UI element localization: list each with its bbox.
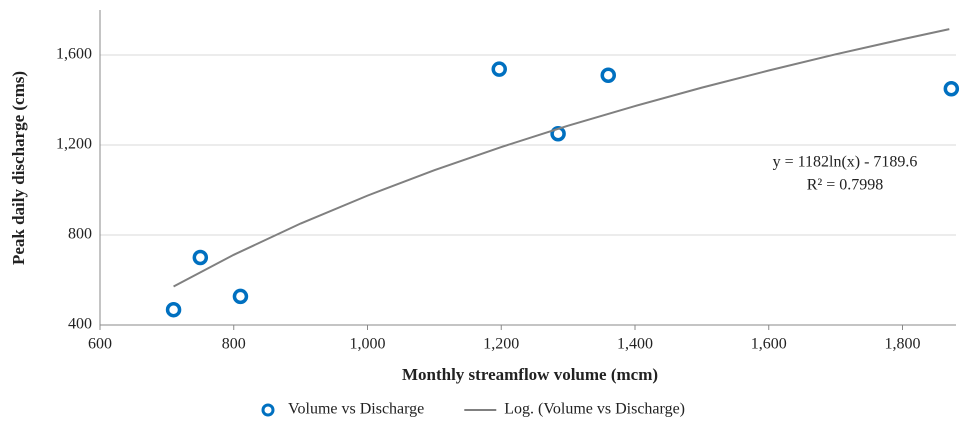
x-tick-label: 1,000 xyxy=(350,336,386,353)
trend-line xyxy=(173,28,950,288)
x-tick-label: 1,400 xyxy=(617,336,653,353)
point xyxy=(600,67,616,83)
legend-label: Log. (Volume vs Discharge) xyxy=(504,401,685,418)
x-tick-label: 800 xyxy=(222,336,246,353)
x-tick-label: 1,600 xyxy=(751,336,787,353)
r-squared: R² = 0.7998 xyxy=(807,177,884,194)
point xyxy=(192,249,209,266)
y-tick-label: 400 xyxy=(68,316,92,333)
legend-label: Volume vs Discharge xyxy=(288,401,424,418)
point xyxy=(165,301,182,318)
y-tick-label: 1,600 xyxy=(56,46,92,63)
y-axis-title: Peak daily discharge (cms) xyxy=(9,71,28,265)
equation: y = 1182ln(x) - 7189.6 xyxy=(773,154,918,171)
x-axis-title: Monthly streamflow volume (mcm) xyxy=(402,365,658,384)
legend-marker xyxy=(261,403,275,417)
y-tick-label: 1,200 xyxy=(56,136,92,153)
point xyxy=(232,288,249,305)
x-tick-label: 1,800 xyxy=(885,336,921,353)
x-tick-label: 600 xyxy=(88,336,112,353)
y-tick-label: 800 xyxy=(68,226,92,243)
point xyxy=(943,81,960,97)
point xyxy=(491,61,507,77)
x-tick-label: 1,200 xyxy=(483,336,519,353)
